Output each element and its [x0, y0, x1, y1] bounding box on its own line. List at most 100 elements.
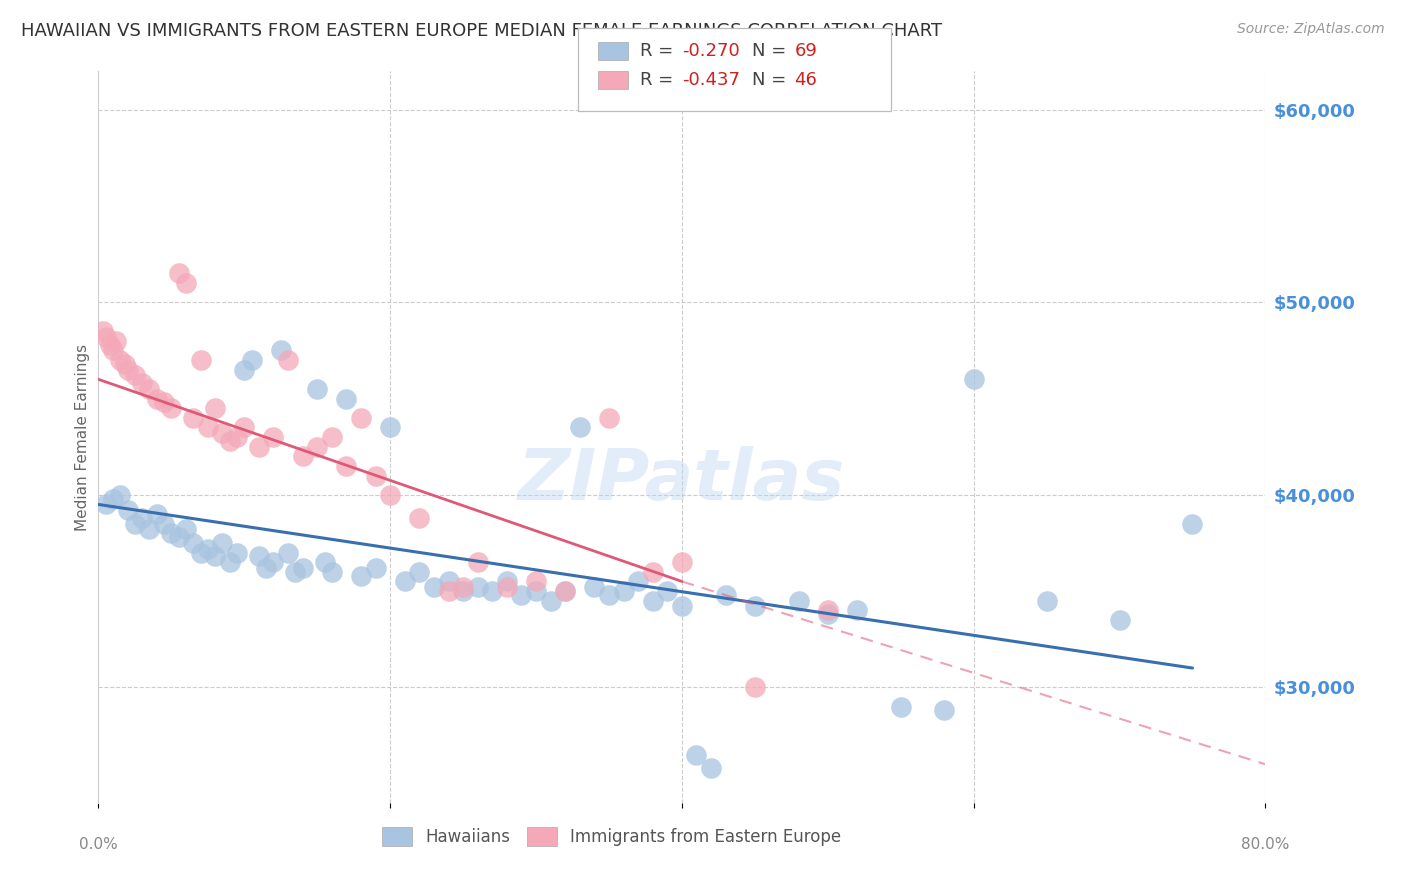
Point — [277, 545, 299, 559]
Point — [117, 503, 139, 517]
Point — [598, 410, 620, 425]
Text: N =: N = — [752, 71, 792, 89]
Point — [277, 353, 299, 368]
Point — [350, 410, 373, 425]
Point — [110, 353, 132, 368]
Point — [496, 580, 519, 594]
Point — [627, 574, 650, 589]
Point — [408, 565, 430, 579]
Point — [554, 584, 576, 599]
Point — [714, 588, 737, 602]
Point — [671, 599, 693, 614]
Point — [160, 526, 183, 541]
Point — [174, 276, 197, 290]
Point — [197, 420, 219, 434]
Point — [291, 450, 314, 464]
Point — [524, 574, 547, 589]
Point — [700, 761, 723, 775]
Point — [181, 536, 204, 550]
Point — [437, 584, 460, 599]
Point — [335, 392, 357, 406]
Point — [685, 747, 707, 762]
Point — [131, 376, 153, 391]
Point — [263, 430, 285, 444]
Point — [408, 511, 430, 525]
Point — [437, 574, 460, 589]
Point — [554, 584, 576, 599]
Point — [153, 516, 176, 531]
Point — [247, 549, 270, 564]
Point — [131, 511, 153, 525]
Text: 69: 69 — [794, 42, 817, 60]
Point — [467, 580, 489, 594]
Point — [167, 267, 190, 281]
Point — [307, 440, 329, 454]
Point — [423, 580, 446, 594]
Point — [481, 584, 503, 599]
Point — [613, 584, 636, 599]
Text: R =: R = — [640, 42, 679, 60]
Point — [364, 561, 387, 575]
Point — [226, 545, 249, 559]
Point — [817, 607, 839, 622]
Text: 80.0%: 80.0% — [1241, 838, 1289, 853]
Point — [1035, 593, 1057, 607]
Point — [167, 530, 190, 544]
Point — [101, 343, 124, 358]
Text: ZIPatlas: ZIPatlas — [519, 447, 845, 516]
Point — [394, 574, 416, 589]
Text: HAWAIIAN VS IMMIGRANTS FROM EASTERN EUROPE MEDIAN FEMALE EARNINGS CORRELATION CH: HAWAIIAN VS IMMIGRANTS FROM EASTERN EURO… — [21, 22, 942, 40]
Point — [568, 420, 591, 434]
Point — [94, 330, 117, 344]
Point — [641, 565, 664, 579]
Point — [124, 516, 146, 531]
Text: 46: 46 — [794, 71, 817, 89]
Point — [934, 703, 956, 717]
Point — [540, 593, 562, 607]
Point — [138, 382, 160, 396]
Point — [190, 545, 212, 559]
Text: 0.0%: 0.0% — [79, 838, 118, 853]
Point — [104, 334, 127, 348]
Point — [218, 555, 240, 569]
Point — [138, 523, 160, 537]
Point — [211, 536, 233, 550]
Point — [174, 523, 197, 537]
Text: R =: R = — [640, 71, 679, 89]
Legend: Hawaiians, Immigrants from Eastern Europe: Hawaiians, Immigrants from Eastern Europ… — [375, 821, 848, 853]
Point — [204, 401, 226, 416]
Point — [204, 549, 226, 564]
Point — [451, 584, 474, 599]
Point — [890, 699, 912, 714]
Point — [101, 491, 124, 506]
Point — [817, 603, 839, 617]
Point — [846, 603, 869, 617]
Y-axis label: Median Female Earnings: Median Female Earnings — [75, 343, 90, 531]
Point — [153, 395, 176, 409]
Point — [496, 574, 519, 589]
Point — [321, 430, 343, 444]
Text: N =: N = — [752, 42, 792, 60]
Point — [598, 588, 620, 602]
Point — [254, 561, 277, 575]
Point — [263, 555, 285, 569]
Point — [270, 343, 292, 358]
Point — [91, 324, 114, 338]
Point — [211, 426, 233, 441]
Point — [94, 498, 117, 512]
Point — [110, 488, 132, 502]
Text: Source: ZipAtlas.com: Source: ZipAtlas.com — [1237, 22, 1385, 37]
Point — [240, 353, 263, 368]
Point — [1181, 516, 1204, 531]
Point — [641, 593, 664, 607]
Point — [307, 382, 329, 396]
Point — [380, 420, 402, 434]
Point — [744, 681, 766, 695]
Point — [98, 337, 121, 351]
Point — [226, 430, 249, 444]
Point — [671, 555, 693, 569]
Text: -0.437: -0.437 — [682, 71, 740, 89]
Point — [524, 584, 547, 599]
Point — [233, 362, 256, 376]
Point — [233, 420, 256, 434]
